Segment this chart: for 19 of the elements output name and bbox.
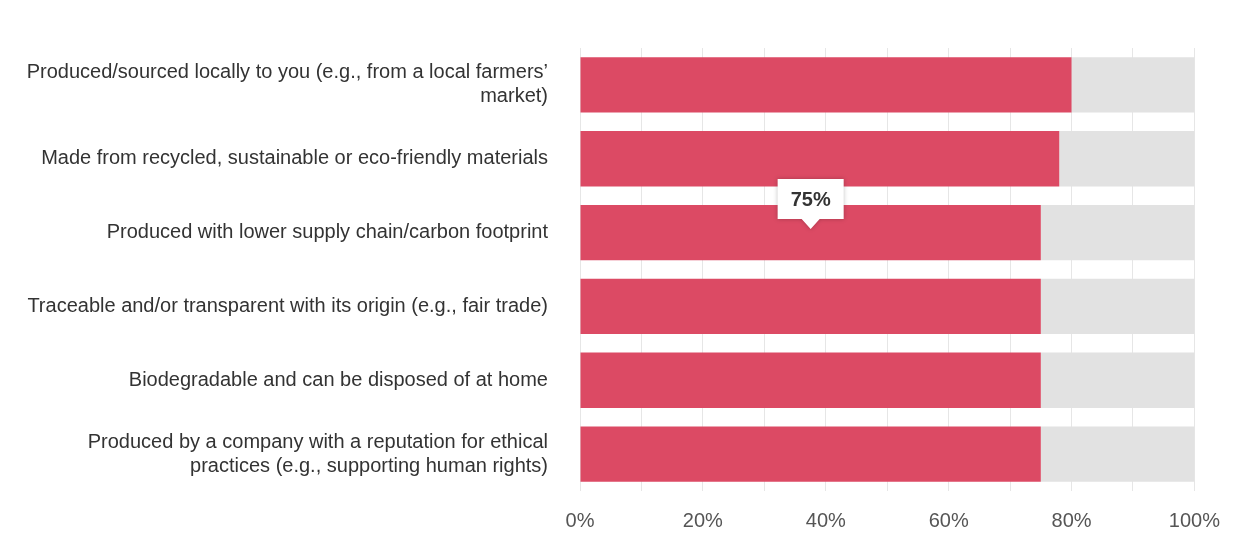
- y-tick-label: Traceable and/or transparent with its origin (e.g., fair trade): [27, 293, 548, 316]
- bar: [580, 131, 1060, 187]
- x-tick-label: 20%: [682, 508, 724, 531]
- bar: [580, 278, 1041, 335]
- y-tick-label: Produced by a company with a reputation for ethical practices (e.g., supporting human rights): [87, 429, 548, 476]
- y-tick-label: Biodegradable and can be disposed of at home: [128, 367, 548, 390]
- bar: [580, 204, 1041, 261]
- x-tick-label: 60%: [928, 508, 969, 531]
- x-tick-label: 40%: [805, 508, 846, 531]
- bar: [580, 352, 1041, 408]
- x-tick-label: 80%: [1051, 508, 1092, 531]
- bar: [580, 57, 1072, 113]
- data-label: 75%: [790, 188, 831, 211]
- y-tick-label: Produced/sourced locally to you (e.g., from a local farmers’ market): [26, 60, 548, 107]
- y-tick-label: Made from recycled, sustainable or eco-friendly materials: [41, 146, 548, 169]
- x-tick-label: 100%: [1168, 508, 1221, 531]
- bar: [580, 426, 1041, 482]
- y-tick-label: Produced with lower supply chain/carbon footprint: [106, 220, 549, 243]
- x-tick-label: 0%: [565, 508, 595, 531]
